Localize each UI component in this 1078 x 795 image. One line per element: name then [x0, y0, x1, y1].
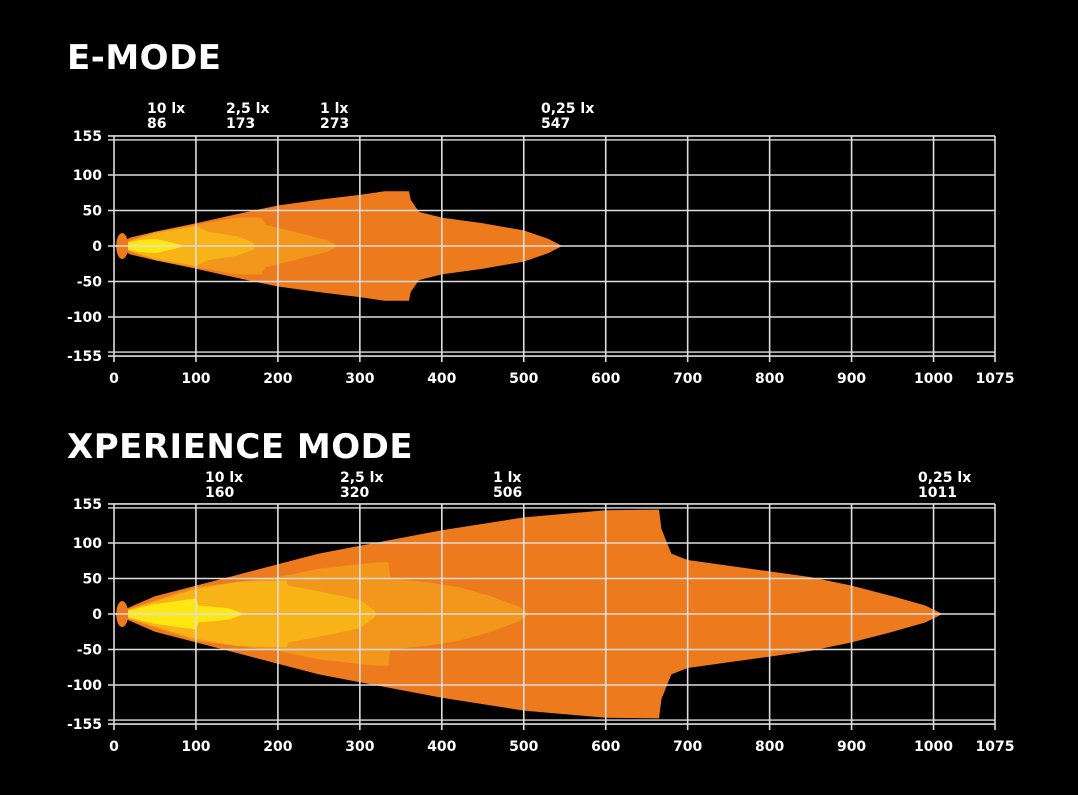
x-tick-label: 0 [109, 371, 119, 387]
distance-value: 160 [205, 485, 235, 501]
lux-value: 0,25 lx [918, 470, 972, 486]
distance-value: 506 [493, 485, 523, 501]
y-tick-label: 0 [92, 239, 102, 255]
y-tick-label: -50 [77, 643, 103, 659]
lux-value: 1 lx [493, 470, 522, 486]
isolux-label: 10 lx 160 [205, 471, 243, 501]
x-tick-label: 1000 [914, 739, 953, 755]
y-tick-label: 155 [73, 497, 102, 513]
x-tick-label: 300 [345, 371, 374, 387]
lux-value: 0,25 lx [541, 101, 595, 117]
y-tick-label: -100 [67, 310, 102, 326]
x-tick-label: 1075 [976, 371, 1015, 387]
distance-value: 173 [226, 116, 256, 132]
y-tick-label: -155 [67, 349, 102, 365]
distance-value: 273 [320, 116, 350, 132]
y-tick-label: 100 [73, 168, 102, 184]
x-tick-label: 100 [181, 371, 210, 387]
isolux-label: 10 lx 86 [147, 102, 185, 132]
x-tick-label: 600 [591, 371, 620, 387]
y-tick-label: -155 [67, 717, 102, 733]
chart-title-xperience-mode: XPERIENCE MODE [67, 427, 414, 467]
isolux-label: 2,5 lx 173 [226, 102, 270, 132]
distance-value: 320 [340, 485, 370, 501]
y-tick-label: 100 [73, 536, 102, 552]
y-tick-label: -100 [67, 678, 102, 694]
x-tick-label: 500 [509, 371, 538, 387]
x-tick-label: 200 [263, 371, 292, 387]
lux-value: 2,5 lx [226, 101, 270, 117]
x-tick-label: 0 [109, 739, 119, 755]
distance-value: 86 [147, 116, 167, 132]
lux-value: 10 lx [205, 470, 244, 486]
chart-title-e-mode: E-MODE [67, 38, 222, 78]
x-tick-label: 300 [345, 739, 374, 755]
lux-value: 2,5 lx [340, 470, 384, 486]
x-tick-label: 900 [837, 371, 866, 387]
lux-value: 1 lx [320, 101, 349, 117]
y-tick-label: -50 [77, 275, 103, 291]
x-tick-label: 200 [263, 739, 292, 755]
isolux-label: 1 lx 506 [493, 471, 522, 501]
x-tick-label: 800 [755, 371, 784, 387]
y-tick-label: 50 [83, 572, 103, 588]
y-tick-label: 155 [73, 129, 102, 145]
lux-value: 10 lx [147, 101, 186, 117]
x-tick-label: 800 [755, 739, 784, 755]
x-tick-label: 500 [509, 739, 538, 755]
isolux-label: 1 lx 273 [320, 102, 349, 132]
x-tick-label: 600 [591, 739, 620, 755]
x-tick-label: 1000 [914, 371, 953, 387]
x-tick-label: 700 [673, 739, 702, 755]
y-tick-label: 50 [83, 204, 103, 220]
x-tick-label: 400 [427, 371, 456, 387]
distance-value: 547 [541, 116, 571, 132]
x-tick-label: 1075 [976, 739, 1015, 755]
x-tick-label: 100 [181, 739, 210, 755]
distance-value: 1011 [918, 485, 957, 501]
isolux-label: 2,5 lx 320 [340, 471, 384, 501]
isolux-label: 0,25 lx 547 [541, 102, 594, 132]
y-tick-label: 0 [92, 607, 102, 623]
x-tick-label: 400 [427, 739, 456, 755]
x-tick-label: 900 [837, 739, 866, 755]
isolux-label: 0,25 lx 1011 [918, 471, 971, 501]
x-tick-label: 700 [673, 371, 702, 387]
